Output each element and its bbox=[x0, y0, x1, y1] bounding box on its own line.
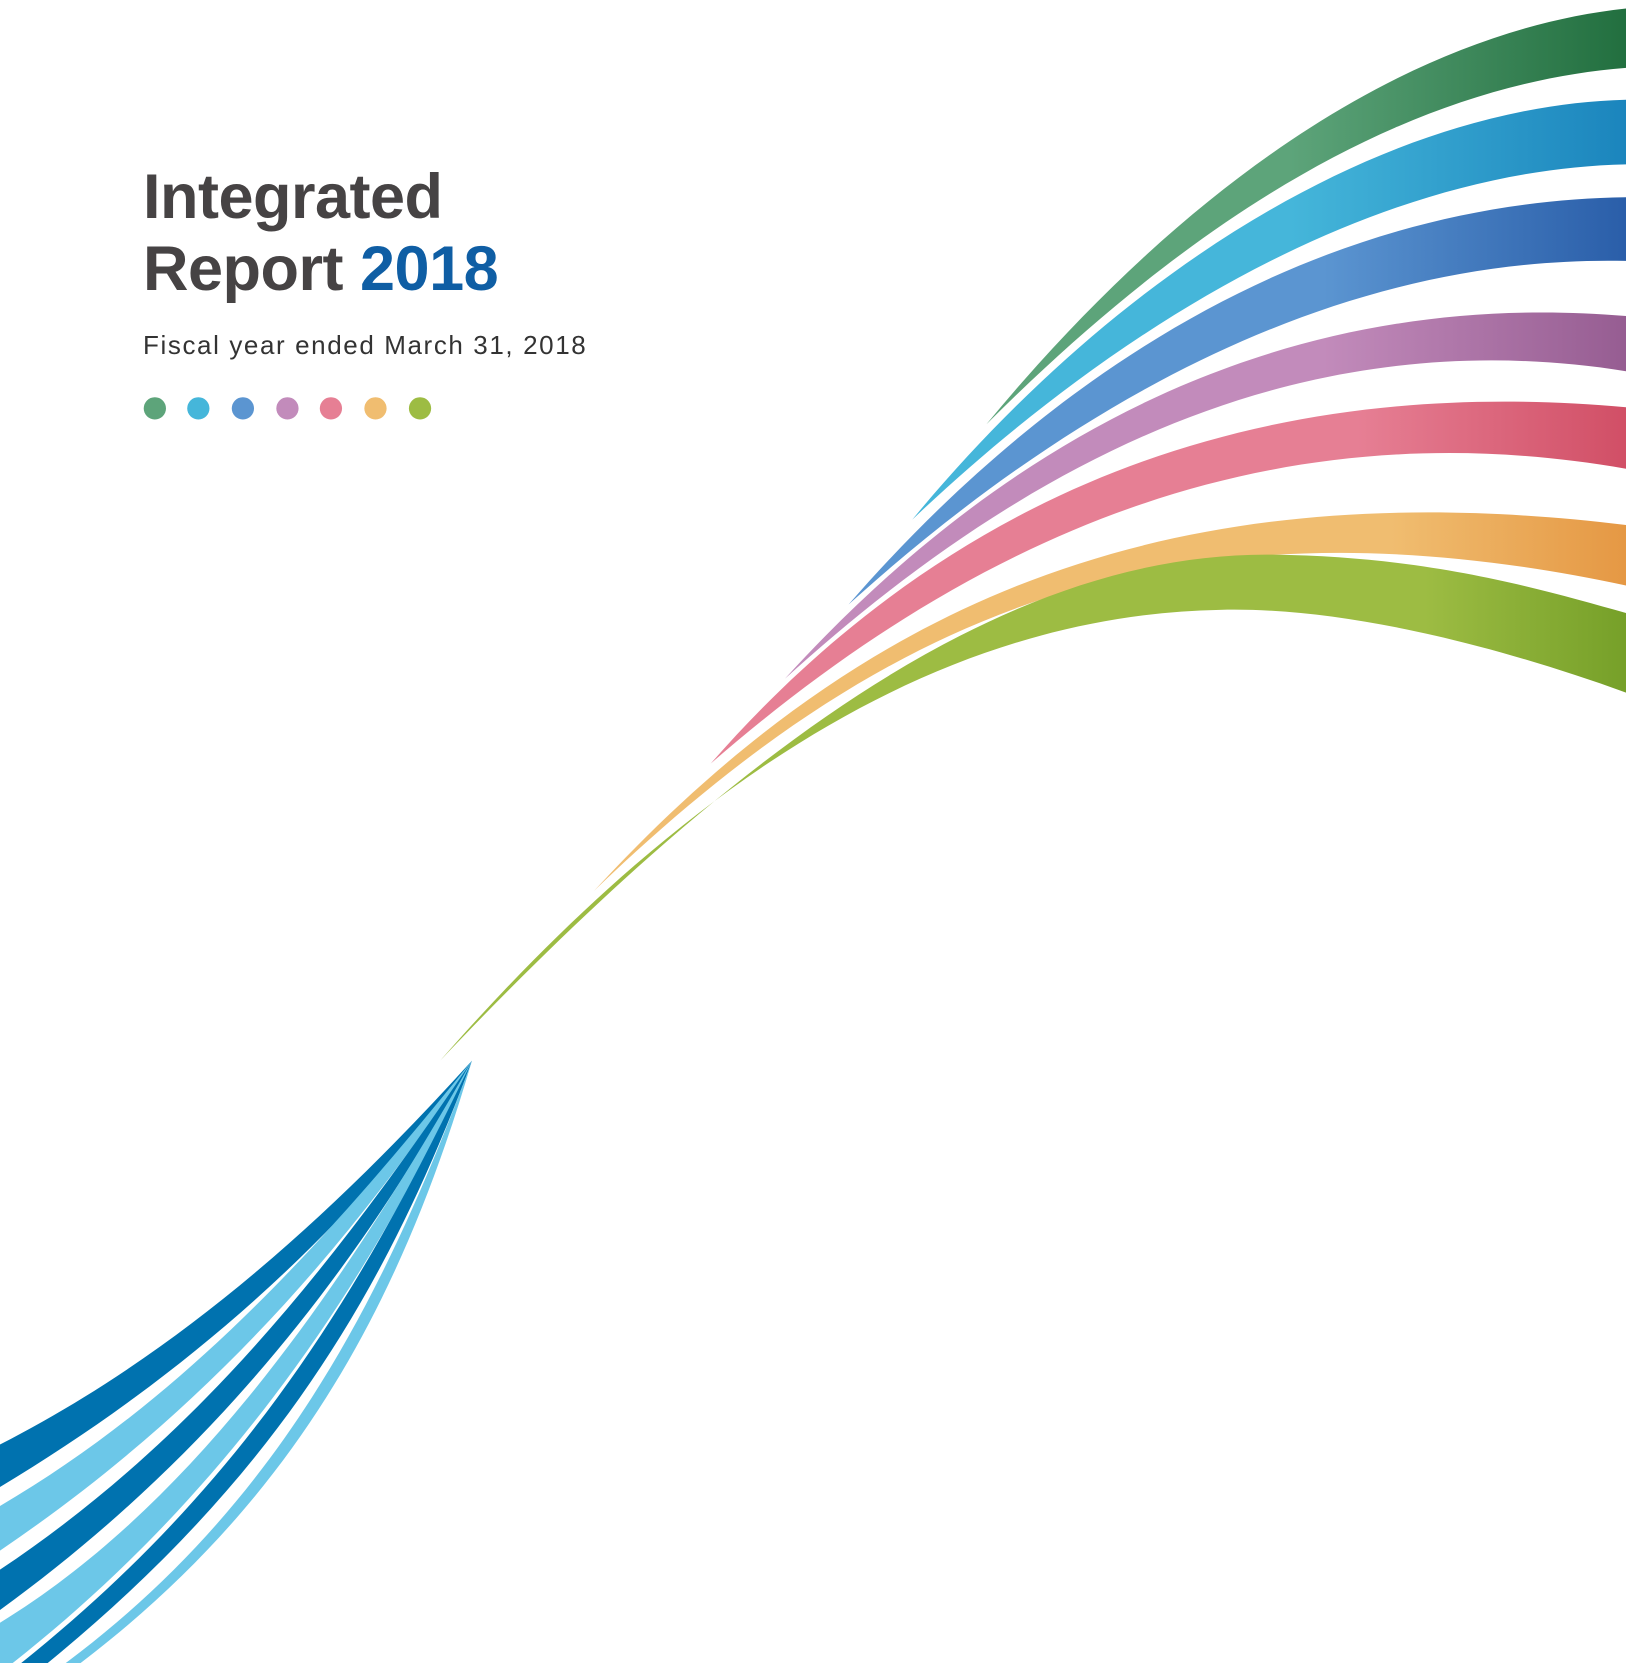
ribbon-green bbox=[986, 8, 1626, 425]
color-dots bbox=[143, 397, 432, 420]
dot bbox=[364, 397, 387, 420]
ribbon-dark-blue-2 bbox=[0, 1060, 472, 1610]
dot bbox=[319, 397, 343, 420]
ribbon-cyan bbox=[912, 99, 1626, 520]
title-line: Integrated bbox=[143, 162, 443, 232]
ribbon-light-blue-2 bbox=[0, 1060, 472, 1663]
dot bbox=[276, 397, 299, 420]
subtitle: Fiscal year ended March 31, 2018 bbox=[143, 330, 588, 360]
ribbon-pink bbox=[710, 401, 1626, 764]
dot bbox=[231, 397, 255, 420]
dot bbox=[143, 397, 166, 420]
dot bbox=[187, 397, 210, 420]
title-word: Report bbox=[143, 234, 344, 304]
title-year: 2018 bbox=[360, 234, 499, 304]
ribbon-lime bbox=[440, 554, 1626, 1061]
dot bbox=[408, 397, 432, 420]
ribbon-light-blue-1 bbox=[0, 1060, 472, 1551]
title-line: Report 2018 bbox=[143, 238, 499, 301]
ribbon-purple bbox=[784, 312, 1626, 679]
ribbon-blue bbox=[848, 197, 1626, 605]
ribbon-dark-blue-1 bbox=[0, 1060, 472, 1487]
ribbon-orange bbox=[593, 512, 1626, 891]
